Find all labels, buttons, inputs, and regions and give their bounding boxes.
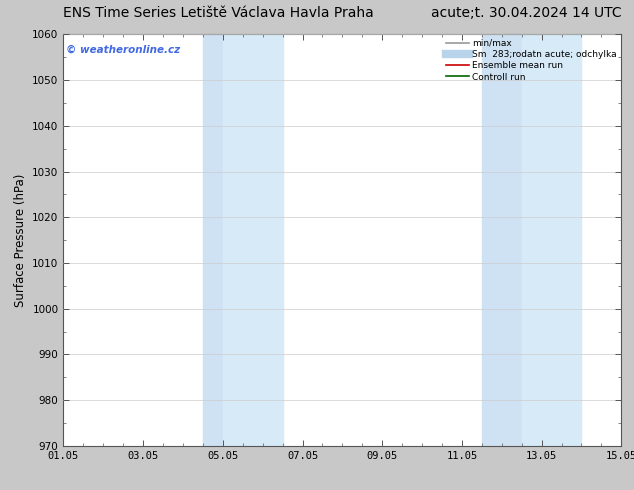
Bar [203,34,223,446]
Bar [522,34,581,446]
Bar [223,34,283,446]
Text: © weatheronline.cz: © weatheronline.cz [66,45,180,54]
Text: acute;t. 30.04.2024 14 UTC: acute;t. 30.04.2024 14 UTC [430,5,621,20]
Text: ENS Time Series Letiště Václava Havla Praha: ENS Time Series Letiště Václava Havla Pr… [63,5,374,20]
Bar [482,34,522,446]
Legend: min/max, Sm  283;rodatn acute; odchylka, Ensemble mean run, Controll run: min/max, Sm 283;rodatn acute; odchylka, … [444,37,619,83]
Y-axis label: Surface Pressure (hPa): Surface Pressure (hPa) [14,173,27,307]
